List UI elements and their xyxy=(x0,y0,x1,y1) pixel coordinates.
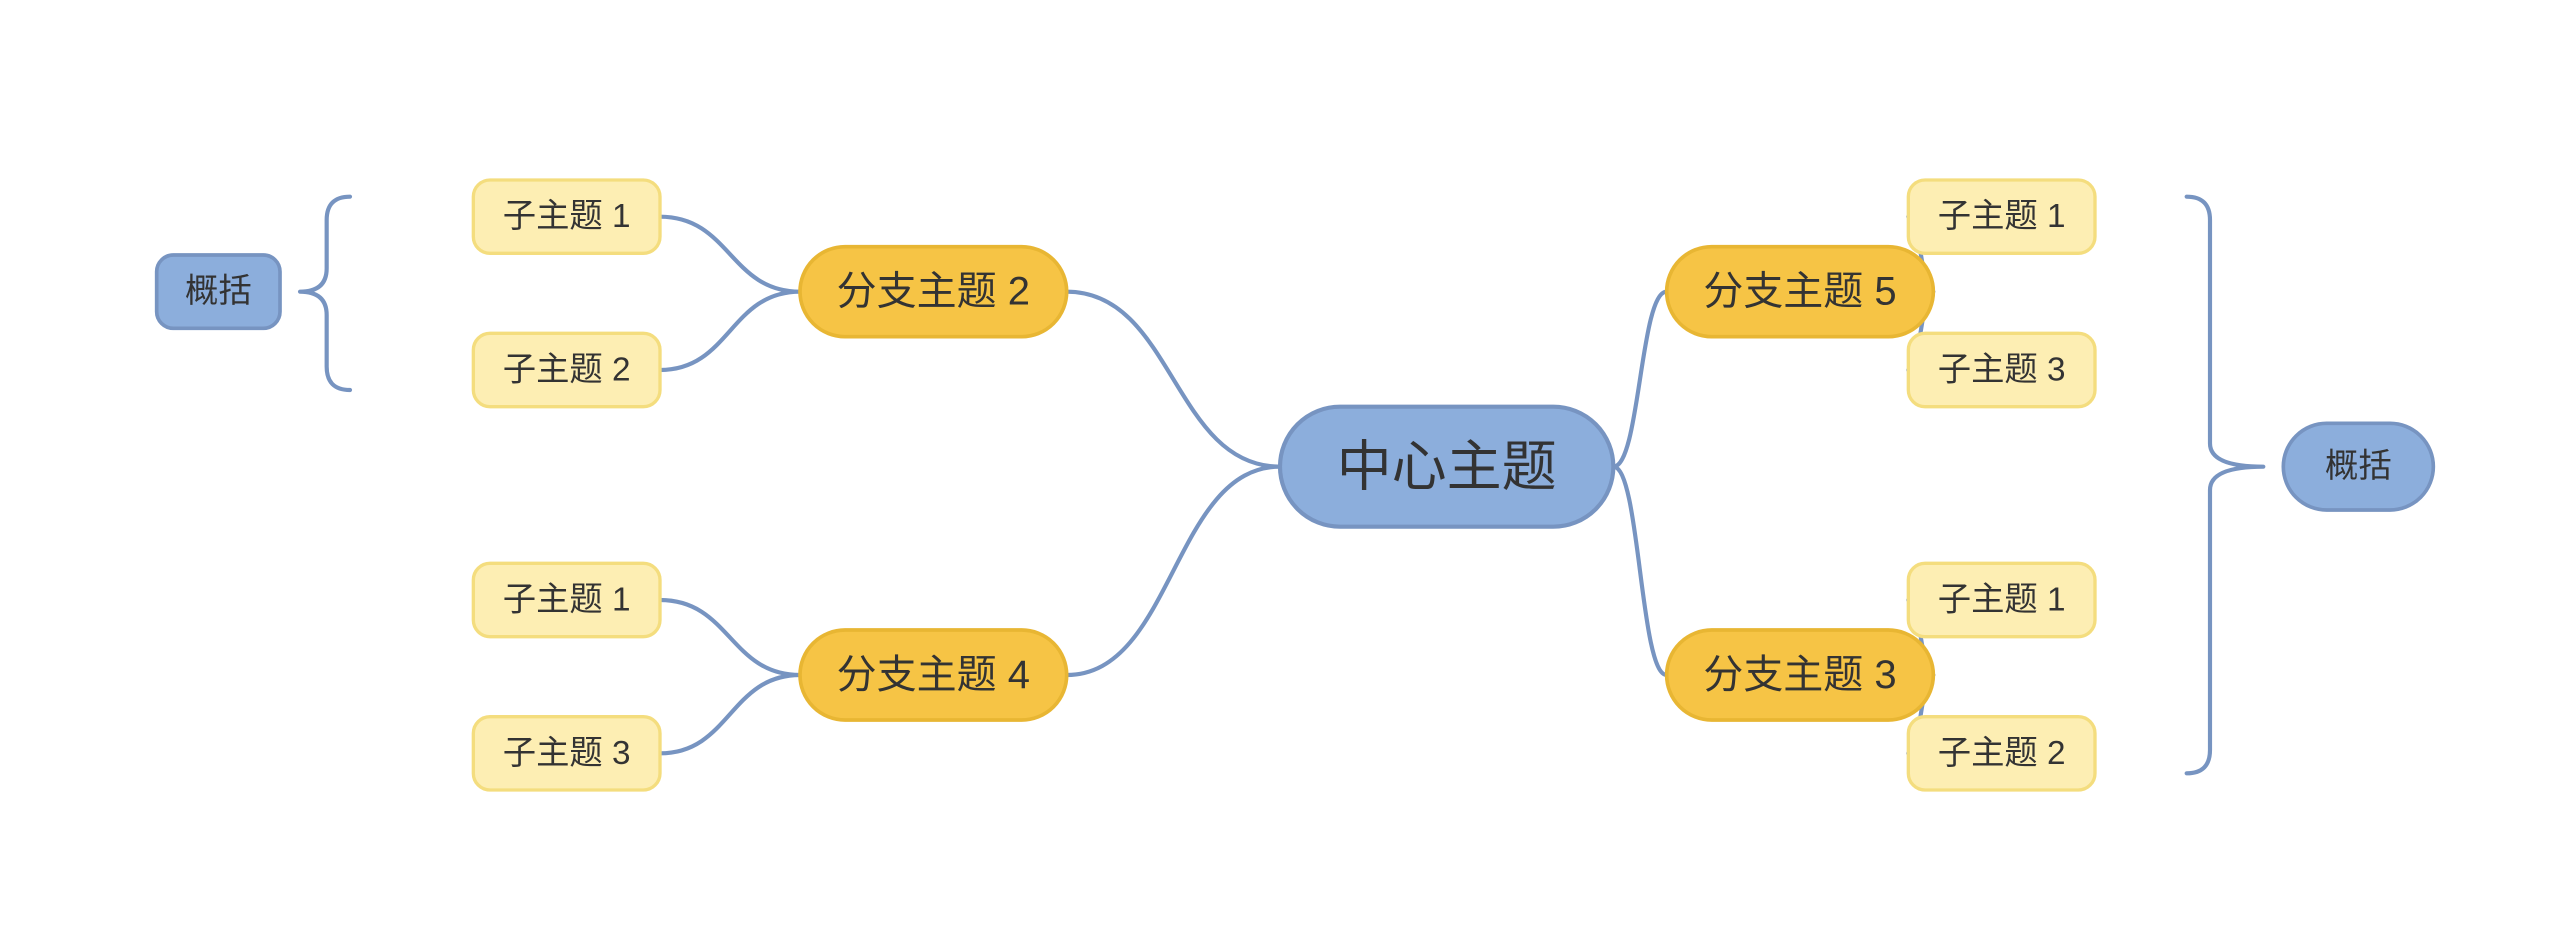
left-branch-0[interactable]: 分支主题 2 xyxy=(800,247,1067,337)
center-node[interactable]: 中心主题 xyxy=(1280,407,1613,527)
svg-text:分支主题 3: 分支主题 3 xyxy=(1703,653,1896,697)
svg-text:分支主题 4: 分支主题 4 xyxy=(837,653,1030,697)
right-branch-1-sub-1[interactable]: 子主题 2 xyxy=(1908,717,2095,790)
left-branch-1-sub-0[interactable]: 子主题 1 xyxy=(473,563,660,636)
right-branch-1[interactable]: 分支主题 3 xyxy=(1667,630,1934,720)
left-branch-1[interactable]: 分支主题 4 xyxy=(800,630,1067,720)
summary-left[interactable]: 概括 xyxy=(157,255,280,328)
summary-brace-left xyxy=(300,197,350,390)
svg-text:分支主题 5: 分支主题 5 xyxy=(1703,270,1896,314)
svg-text:子主题 2: 子主题 2 xyxy=(1938,735,2066,772)
connector-left-branch-0 xyxy=(660,217,800,370)
svg-text:子主题 1: 子主题 1 xyxy=(1938,198,2066,235)
svg-text:概括: 概括 xyxy=(2325,448,2392,485)
right-branch-0-sub-0[interactable]: 子主题 1 xyxy=(1908,180,2095,253)
left-branch-0-sub-1[interactable]: 子主题 2 xyxy=(473,333,660,406)
mindmap-canvas: 中心主题 分支主题 2 子主题 1 子主题 2 分支主题 4 子主题 1 子主题 3 分支主题… xyxy=(0,0,2560,928)
connector-center-right xyxy=(1613,292,1666,675)
svg-text:分支主题 2: 分支主题 2 xyxy=(837,270,1030,314)
left-branch-1-sub-1[interactable]: 子主题 3 xyxy=(473,717,660,790)
svg-text:子主题 2: 子主题 2 xyxy=(503,351,631,388)
svg-text:子主题 1: 子主题 1 xyxy=(1938,581,2066,618)
right-branch-1-sub-0[interactable]: 子主题 1 xyxy=(1908,563,2095,636)
svg-text:子主题 1: 子主题 1 xyxy=(503,581,631,618)
svg-text:中心主题: 中心主题 xyxy=(1337,436,1557,498)
svg-text:子主题 3: 子主题 3 xyxy=(503,735,631,772)
connector-center-left xyxy=(1067,292,1280,675)
svg-text:子主题 1: 子主题 1 xyxy=(503,198,631,235)
connector-left-branch-1 xyxy=(660,600,800,753)
right-branch-0[interactable]: 分支主题 5 xyxy=(1667,247,1934,337)
left-branch-0-sub-0[interactable]: 子主题 1 xyxy=(473,180,660,253)
svg-text:概括: 概括 xyxy=(185,273,252,310)
summary-right[interactable]: 概括 xyxy=(2283,423,2433,510)
svg-text:子主题 3: 子主题 3 xyxy=(1938,351,2066,388)
right-branch-0-sub-1[interactable]: 子主题 3 xyxy=(1908,333,2095,406)
summary-brace-right xyxy=(2187,197,2264,774)
